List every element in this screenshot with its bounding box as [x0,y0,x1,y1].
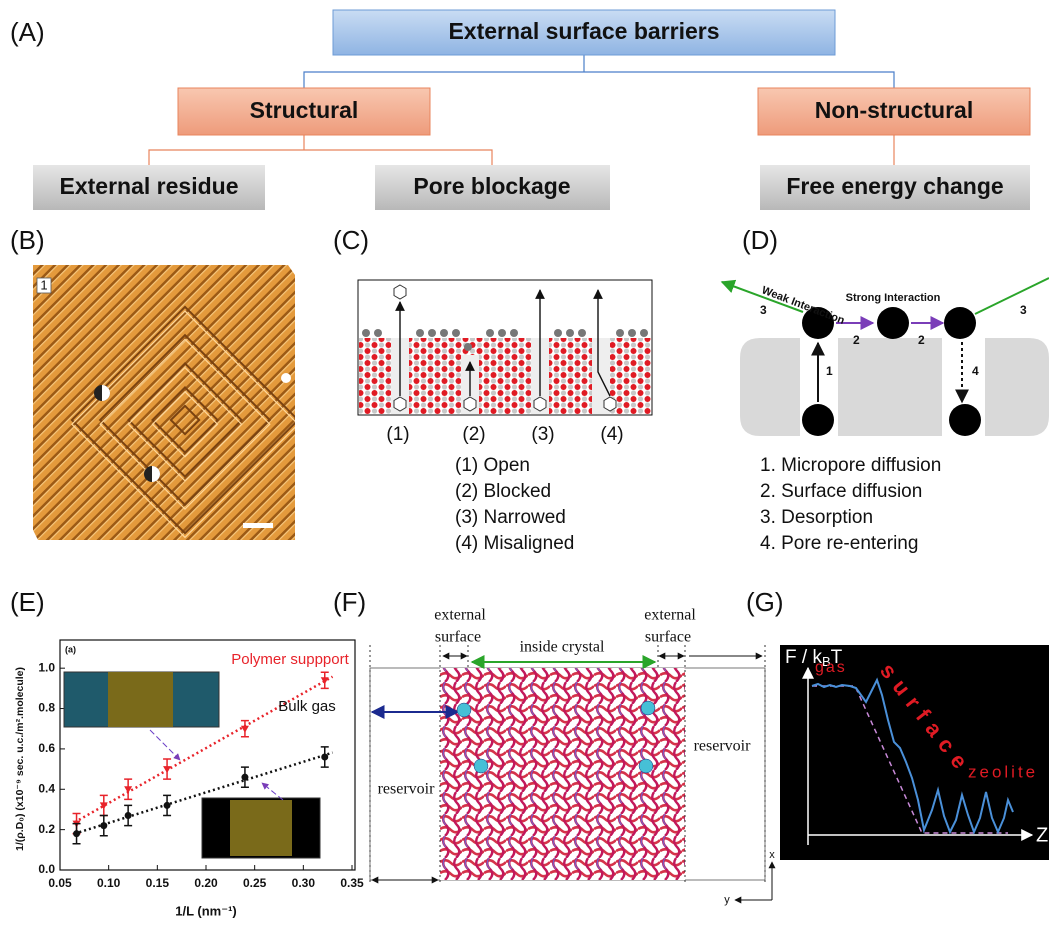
legend-item: (3) Narrowed [455,507,566,528]
legend-entry: Bulk gas [278,698,336,715]
y-axis-label: 1/(ρ.D₀) (x10⁻⁹ sec. u.c./m².molecule) [14,667,26,851]
legend-entry: Polymer suppport [231,651,349,668]
category-label: Structural [250,97,359,123]
marker [73,830,80,837]
x-tick-label: 0.30 [292,876,316,890]
x-tick-label: 0.20 [194,876,218,890]
panel-label: (C) [333,225,369,255]
annotation: zeolite [968,762,1038,781]
pore-label: (3) [531,424,554,445]
marker [100,802,108,809]
panel-label: (D) [742,225,778,255]
x-tick-label: 0.15 [146,876,170,890]
root-label: External surface barriers [448,18,719,44]
annotation: gas [815,659,847,676]
panel-label: (B) [10,225,45,255]
chart: 0.0 0.2 0.4 0.6 0.8 1.0 0.05 0.10 0.15 0.20 0.25 0.… [14,640,364,918]
axis-label: y [724,894,730,906]
leaf-label: External residue [60,173,239,199]
legend-item: 4. Pore re-entering [760,533,918,554]
panel-label: (E) [10,587,45,617]
annotation: surface [645,629,691,646]
leaf-label: Pore blockage [413,173,570,199]
annotation: reservoir [378,781,436,798]
step-number: 2 [853,333,860,347]
panel-label: (G) [746,587,784,617]
y-tick-label: 0.8 [38,701,55,715]
step-number: 3 [1020,303,1027,317]
legend-item: 1. Micropore diffusion [760,455,941,476]
micrograph [30,262,300,544]
pore-schematic [358,280,652,415]
marker [241,726,249,733]
legend-item: 2. Surface diffusion [760,481,922,502]
framework-schematic [370,645,772,900]
category-label: Non-structural [815,97,973,123]
x-tick-label: 0.10 [97,876,121,890]
leaf-label: Free energy change [786,173,1003,199]
pore-label: (4) [600,424,623,445]
x-tick-label: 0.35 [340,876,364,890]
legend-item: 3. Desorption [760,507,873,528]
inset-image [230,800,292,856]
inset [64,672,219,727]
y-tick-label: 0.4 [38,781,55,795]
figure: (A) (B) (C) (D) (E) (F) (G) External sur… [0,0,1049,926]
marker [163,766,171,773]
step-number: 3 [760,303,767,317]
step-number: 1 [826,364,833,378]
axis-label: Z [1036,824,1048,846]
x-axis-label: 1/L (nm⁻¹) [175,903,237,918]
pore-label: (2) [462,424,485,445]
step-number: 4 [972,364,979,378]
y-tick-label: 0.0 [38,862,55,876]
panel-label: (A) [10,17,45,47]
marker [100,822,107,829]
step-number: 2 [918,333,925,347]
pore-label: (1) [386,424,409,445]
x-tick-label: 0.05 [48,876,72,890]
y-tick-label: 1.0 [38,660,55,674]
energy-schematic [780,645,1049,860]
legend-item: (1) Open [455,455,530,476]
legend-item: (4) Misaligned [455,533,574,554]
marker [321,753,328,760]
x-tick-label: 0.25 [243,876,267,890]
y-tick-label: 0.6 [38,741,55,755]
inset-arrow [262,783,283,800]
marker [321,677,329,684]
annotation: reservoir [694,738,752,755]
inset-arrow [150,730,180,760]
inset-image [108,672,173,727]
marker [125,812,132,819]
image-label: 1 [40,277,47,292]
legend-item: (2) Blocked [455,481,551,502]
axis-label: x [769,849,775,861]
annotation: inside crystal [520,639,605,656]
panel-tag: (a) [65,644,76,654]
annotation: surface [435,629,481,646]
annotation: external [644,607,696,624]
annotation: Strong Interaction [846,292,941,304]
annotation: external [434,607,486,624]
marker [164,802,171,809]
y-tick-label: 0.2 [38,822,55,836]
marker [241,774,248,781]
panel-label: (F) [333,587,366,617]
